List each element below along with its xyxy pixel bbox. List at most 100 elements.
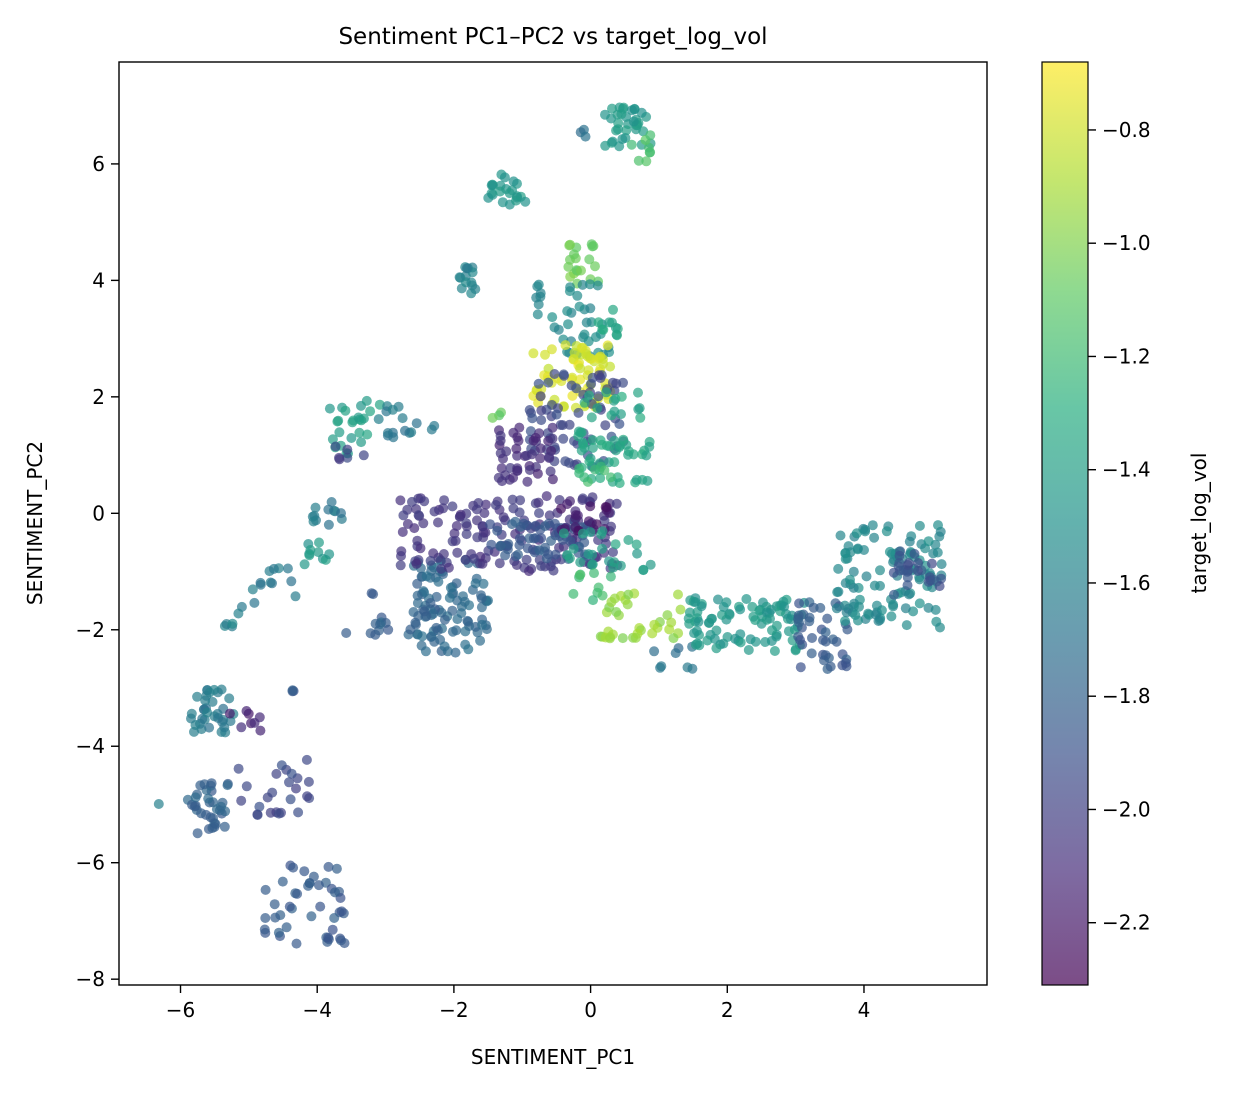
x-axis-label: SENTIMENT_PC1 xyxy=(471,1045,635,1069)
data-point xyxy=(336,906,347,917)
data-point xyxy=(499,172,510,183)
data-point xyxy=(547,312,558,323)
data-point xyxy=(358,450,369,461)
data-point xyxy=(439,495,450,506)
data-point xyxy=(417,631,428,642)
data-point xyxy=(461,521,472,532)
data-point xyxy=(442,646,453,657)
data-point xyxy=(473,498,484,508)
data-point xyxy=(833,586,844,597)
data-point xyxy=(582,351,593,362)
data-point xyxy=(393,401,404,412)
data-point xyxy=(594,370,604,381)
data-point xyxy=(631,539,642,550)
data-point xyxy=(533,378,544,389)
data-point xyxy=(568,588,579,599)
data-point xyxy=(741,594,752,604)
data-point xyxy=(851,528,862,539)
data-point xyxy=(445,582,456,593)
data-point xyxy=(260,913,271,923)
data-point xyxy=(875,580,885,591)
data-point xyxy=(735,629,746,640)
data-point xyxy=(881,526,892,537)
data-point xyxy=(735,637,746,648)
data-point xyxy=(713,594,723,605)
data-point xyxy=(545,466,556,477)
data-point xyxy=(436,563,447,574)
data-point xyxy=(362,429,373,440)
data-point xyxy=(233,763,244,774)
data-point xyxy=(615,440,626,451)
data-point xyxy=(610,539,621,550)
data-point xyxy=(461,529,472,540)
data-point xyxy=(632,548,643,559)
data-point xyxy=(255,725,266,736)
data-point xyxy=(923,602,934,613)
data-point xyxy=(863,608,874,619)
data-point xyxy=(203,793,214,804)
colorbar-tick-label: −1.2 xyxy=(1102,344,1151,368)
data-point xyxy=(690,597,701,608)
data-point xyxy=(605,472,616,483)
data-point xyxy=(709,633,720,644)
data-point xyxy=(463,616,474,627)
data-point xyxy=(301,754,312,765)
data-point xyxy=(454,272,465,283)
data-point xyxy=(914,520,925,531)
data-point xyxy=(607,136,618,147)
data-point xyxy=(587,435,598,446)
data-point xyxy=(508,503,519,514)
data-point xyxy=(282,563,293,574)
data-point xyxy=(621,125,632,136)
data-point xyxy=(512,466,523,476)
data-point xyxy=(495,430,506,441)
data-point xyxy=(611,125,622,136)
data-point xyxy=(633,155,644,166)
data-point xyxy=(252,810,263,820)
y-axis-label: SENTIMENT_PC2 xyxy=(23,441,47,605)
data-point xyxy=(485,519,496,530)
data-point xyxy=(641,450,652,461)
data-point xyxy=(530,533,541,544)
data-point xyxy=(421,611,432,622)
data-point xyxy=(611,329,622,340)
data-point xyxy=(596,439,607,450)
data-point xyxy=(904,589,914,600)
data-point xyxy=(192,828,203,839)
data-point xyxy=(558,369,569,380)
data-point xyxy=(433,576,444,587)
data-point xyxy=(342,452,353,463)
data-point xyxy=(544,451,554,462)
data-point xyxy=(711,643,722,654)
data-point xyxy=(522,543,533,554)
data-point xyxy=(822,613,833,624)
data-point xyxy=(564,419,575,430)
data-point xyxy=(859,545,869,555)
x-tick-label: −4 xyxy=(302,998,331,1022)
data-point xyxy=(327,924,338,935)
data-point xyxy=(513,435,524,446)
data-point xyxy=(426,632,437,642)
data-point xyxy=(267,787,278,798)
data-point xyxy=(477,521,488,532)
data-point xyxy=(558,433,569,444)
data-point xyxy=(570,510,581,521)
data-point xyxy=(224,693,235,704)
colorbar-tick-label: −0.8 xyxy=(1102,118,1151,142)
data-point xyxy=(186,713,196,724)
data-point xyxy=(840,658,851,668)
data-point xyxy=(520,196,531,207)
data-point xyxy=(554,495,565,505)
data-point xyxy=(524,566,534,577)
data-point xyxy=(277,876,288,887)
data-point xyxy=(670,648,681,659)
data-point xyxy=(190,792,201,803)
data-point xyxy=(574,301,585,312)
data-point xyxy=(569,249,579,260)
data-point xyxy=(477,619,488,630)
data-point xyxy=(470,284,481,295)
data-point xyxy=(583,516,594,527)
data-point xyxy=(365,406,376,417)
data-point xyxy=(611,607,622,617)
data-point xyxy=(627,105,637,116)
